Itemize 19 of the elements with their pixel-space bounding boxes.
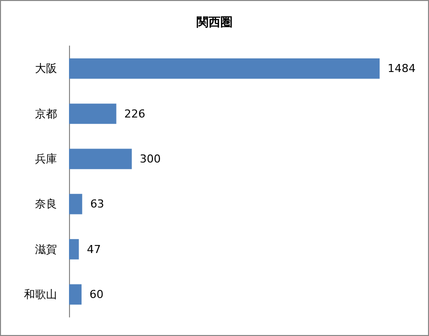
y-tick-label: 京都 (35, 107, 57, 120)
bar (69, 284, 82, 305)
y-tick-label: 和歌山 (24, 288, 57, 301)
data-label: 226 (124, 107, 146, 120)
bar (69, 239, 79, 260)
y-tick-label: 大阪 (35, 62, 57, 76)
y-tick-label: 兵庫 (35, 152, 57, 166)
bar (69, 58, 380, 79)
bar (69, 148, 132, 170)
bar (69, 194, 82, 214)
chart-title: 関西圏 (196, 15, 232, 29)
data-label: 1484 (388, 62, 416, 76)
y-tick-label: 奈良 (35, 198, 57, 211)
data-label: 47 (86, 242, 101, 256)
data-label: 63 (90, 198, 104, 211)
y-tick-label: 滋賀 (35, 242, 57, 256)
data-label: 300 (140, 152, 161, 166)
bar (69, 104, 116, 124)
data-label: 60 (90, 288, 104, 301)
